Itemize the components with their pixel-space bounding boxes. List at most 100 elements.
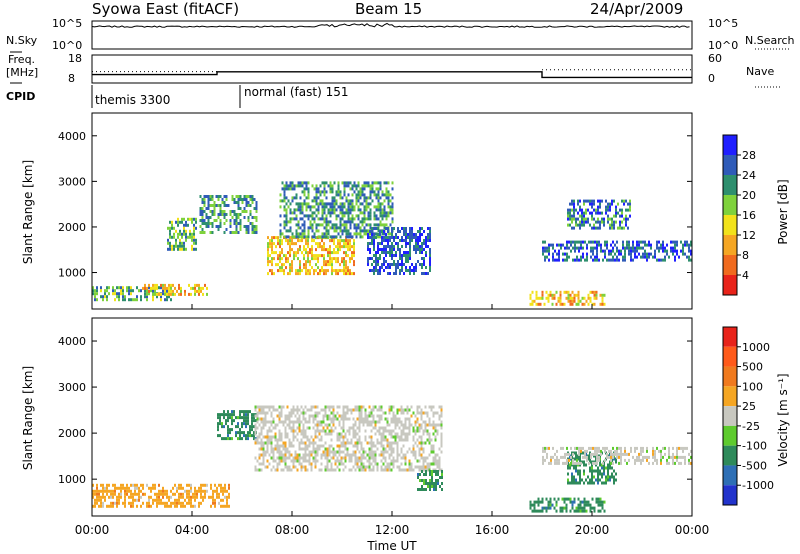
velocity-cell bbox=[276, 456, 279, 460]
power-cell bbox=[309, 272, 311, 276]
power-cell bbox=[409, 236, 411, 239]
power-cell bbox=[351, 251, 353, 255]
power-cell bbox=[656, 240, 658, 244]
power-cell bbox=[587, 220, 589, 224]
power-cell bbox=[178, 292, 180, 296]
velocity-cell bbox=[429, 470, 431, 473]
velocity-cell bbox=[290, 408, 293, 412]
velocity-cell bbox=[597, 500, 600, 504]
velocity-cell bbox=[314, 417, 317, 421]
power-cell bbox=[415, 245, 417, 248]
power-cell bbox=[547, 296, 550, 300]
velocity-cell bbox=[573, 478, 575, 482]
power-cell bbox=[419, 236, 421, 239]
velocity-cell bbox=[296, 405, 299, 409]
velocity-cell bbox=[241, 422, 243, 426]
power-cell bbox=[311, 257, 313, 261]
velocity-cell bbox=[392, 411, 395, 415]
power-cell bbox=[233, 210, 236, 213]
velocity-cell bbox=[266, 450, 269, 454]
power-cell bbox=[335, 208, 338, 212]
velocity-cell bbox=[336, 438, 339, 442]
power-cell bbox=[209, 216, 212, 219]
velocity-cell bbox=[268, 453, 271, 457]
velocity-cell bbox=[533, 506, 536, 510]
power-cell bbox=[170, 286, 172, 290]
velocity-cell bbox=[595, 500, 598, 504]
velocity-cell bbox=[282, 423, 285, 427]
velocity-cell bbox=[158, 489, 160, 493]
x-tick-label: 16:00 bbox=[475, 523, 510, 537]
velocity-cell bbox=[603, 472, 605, 476]
velocity-cell bbox=[436, 462, 439, 466]
power-cell bbox=[395, 236, 397, 239]
velocity-cell bbox=[571, 506, 574, 510]
velocity-cell bbox=[300, 447, 303, 451]
velocity-cell bbox=[300, 429, 303, 433]
power-cell bbox=[275, 236, 277, 240]
power-cell bbox=[303, 187, 306, 191]
power-cell bbox=[281, 257, 283, 261]
velocity-cell bbox=[142, 492, 144, 496]
velocity-cell bbox=[239, 416, 241, 420]
velocity-cell bbox=[302, 423, 305, 427]
power-cell bbox=[303, 214, 306, 218]
power-cell bbox=[217, 195, 220, 198]
power-cell bbox=[307, 193, 310, 197]
velocity-cell bbox=[251, 419, 253, 423]
power-cell bbox=[622, 255, 624, 259]
velocity-cell bbox=[266, 438, 269, 442]
power-cell bbox=[198, 292, 200, 296]
power-cell bbox=[381, 239, 383, 242]
power-cell bbox=[361, 211, 364, 215]
velocity-cell bbox=[294, 408, 297, 412]
power-cell bbox=[375, 263, 377, 266]
velocity-cell bbox=[364, 468, 367, 472]
power-cell bbox=[566, 258, 568, 262]
power-cell bbox=[329, 226, 332, 230]
power-cell bbox=[573, 296, 576, 300]
power-cell bbox=[361, 235, 364, 239]
power-cell bbox=[688, 246, 690, 250]
velocity-cell bbox=[372, 459, 375, 463]
velocity-cell bbox=[280, 450, 283, 454]
power-cell bbox=[173, 232, 175, 236]
power-cell bbox=[211, 204, 214, 207]
power-cell bbox=[128, 298, 130, 302]
power-cell bbox=[391, 245, 393, 248]
velocity-cell bbox=[404, 456, 407, 460]
velocity-cell bbox=[584, 449, 586, 453]
velocity-cell bbox=[298, 417, 301, 421]
power-cell bbox=[395, 272, 397, 275]
velocity-cell bbox=[392, 456, 395, 460]
velocity-cell bbox=[396, 432, 399, 436]
velocity-cell bbox=[634, 446, 636, 450]
velocity-cell bbox=[352, 408, 355, 412]
power-cell bbox=[179, 244, 181, 248]
power-cell bbox=[293, 208, 296, 212]
power-cell bbox=[397, 266, 399, 269]
power-cell bbox=[160, 283, 162, 287]
power-cell bbox=[291, 263, 293, 267]
power-cell bbox=[377, 217, 380, 221]
power-cell bbox=[171, 235, 173, 239]
power-cell bbox=[618, 258, 620, 262]
velocity-cell bbox=[588, 446, 590, 450]
velocity-cell bbox=[571, 475, 573, 479]
power-cell bbox=[589, 299, 592, 303]
velocity-cell bbox=[358, 435, 361, 439]
power-cell bbox=[319, 223, 322, 227]
power-colorbar-band bbox=[723, 135, 737, 155]
velocity-cell bbox=[358, 438, 361, 442]
velocity-cell bbox=[360, 447, 363, 451]
power-cell bbox=[567, 223, 569, 227]
power-cell bbox=[132, 298, 134, 302]
velocity-cell bbox=[310, 414, 313, 418]
power-cell bbox=[604, 255, 606, 259]
power-cell bbox=[325, 196, 328, 200]
power-cell bbox=[541, 293, 544, 297]
power-cell bbox=[615, 220, 617, 224]
velocity-cell bbox=[262, 423, 265, 427]
power-cell bbox=[167, 241, 169, 245]
velocity-cell bbox=[583, 503, 586, 507]
